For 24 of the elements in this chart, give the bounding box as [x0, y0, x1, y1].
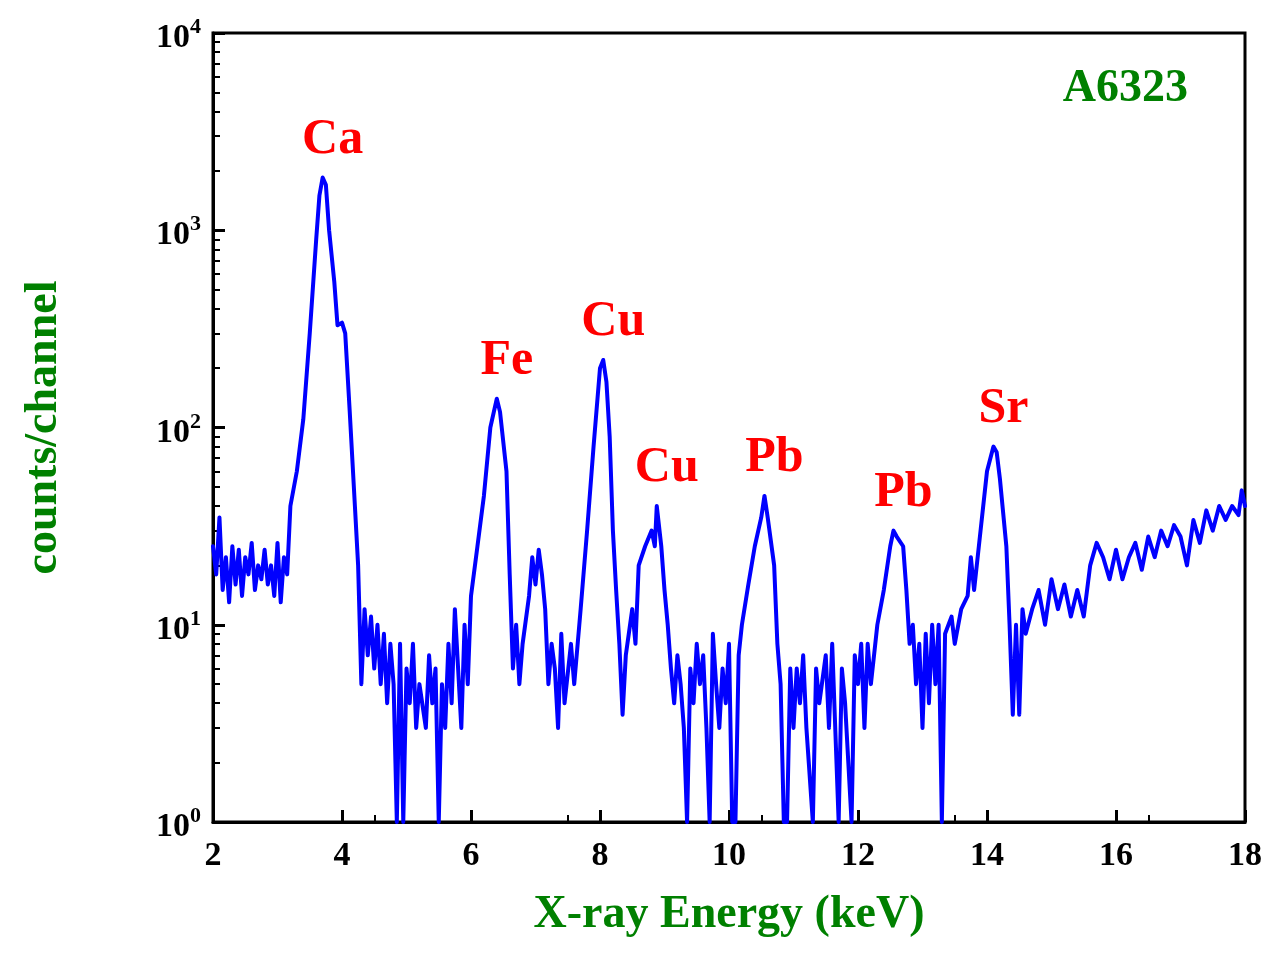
annotation: Pb	[874, 460, 933, 517]
annotation: Pb	[745, 425, 804, 482]
y-axis-title: counts/channel	[14, 280, 66, 575]
x-tick-label: 14	[970, 834, 1004, 872]
annotation: Cu	[634, 435, 699, 492]
y-tick-label: 10$^{0}$	[156, 802, 201, 844]
x-tick-label: 18	[1228, 834, 1262, 872]
annotation: Fe	[480, 328, 534, 385]
x-tick-label: 4	[333, 834, 351, 872]
y-tick-label: 10$^{2}$	[156, 407, 201, 450]
y-tick-label: 10$^{4}$	[156, 13, 201, 55]
y-tick-label: 10$^{3}$	[156, 210, 201, 253]
x-tick-label: 10	[712, 834, 746, 872]
annotation: A6323	[1062, 59, 1189, 111]
annotation: Cu	[581, 289, 646, 346]
x-tick-label: 8	[591, 834, 609, 872]
annotation: Ca	[302, 107, 364, 164]
x-tick-label: 2	[204, 834, 222, 872]
x-tick-label: 12	[841, 834, 875, 872]
annotation: Sr	[978, 376, 1029, 433]
x-tick-label: 6	[462, 834, 480, 872]
x-axis-title: X-ray Energy (keV)	[533, 885, 925, 937]
y-tick-label: 10$^{1}$	[156, 604, 201, 647]
x-tick-label: 16	[1099, 834, 1133, 872]
